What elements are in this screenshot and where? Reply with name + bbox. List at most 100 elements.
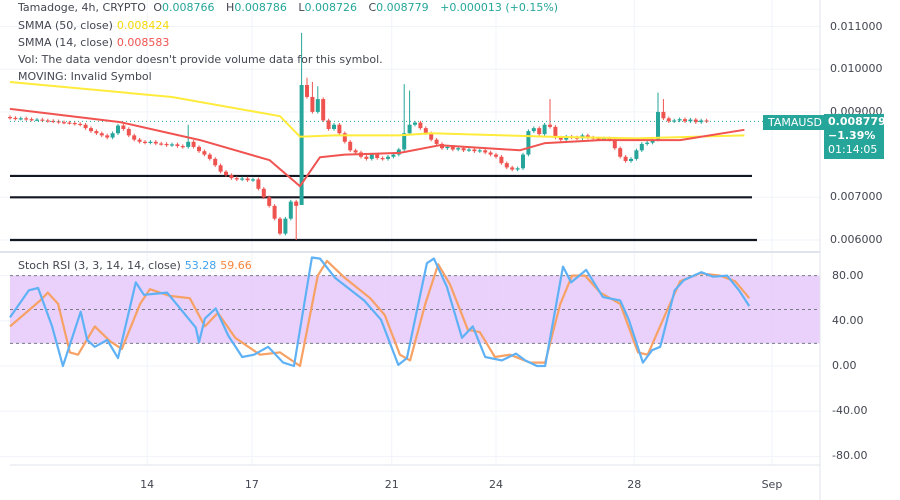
candle-up [407, 124, 412, 134]
candle-down [256, 179, 261, 189]
bar-countdown: 01:14:05 [828, 143, 878, 156]
candle-down [429, 133, 434, 140]
candle-down [45, 120, 50, 122]
candle-down [218, 165, 223, 172]
candle-down [488, 152, 493, 155]
candle-up [18, 118, 23, 120]
last-price-tag: 0.008779 −1.39% 01:14:05 [824, 114, 886, 159]
candle-up [656, 111, 660, 140]
candle-down [234, 178, 239, 180]
candle-down [418, 122, 423, 129]
price-tick: 0.010000 [830, 62, 883, 76]
candle-up [639, 143, 644, 151]
candle-down [267, 197, 272, 206]
low-value: 0.008726 [304, 1, 357, 14]
smma50-label: SMMA (50, close) [18, 19, 113, 32]
candle-up [564, 136, 569, 140]
candle-down [99, 133, 104, 136]
candle-down [8, 117, 12, 119]
price-tick: 0.006000 [830, 233, 883, 246]
stoch-k-line [9, 256, 751, 368]
stoch-d-value: 59.66 [220, 259, 252, 272]
candle-down [504, 163, 509, 168]
candle-down [229, 175, 234, 179]
symbol-title[interactable]: Tamadoge, 4h, CRYPTO [18, 1, 146, 14]
candle-down [272, 205, 277, 219]
candle-down [353, 150, 358, 153]
candle-down [13, 117, 18, 120]
candle-down [197, 146, 201, 152]
smma14-label: SMMA (14, close) [18, 36, 113, 49]
smma50-line [9, 81, 745, 140]
candle-up [602, 138, 606, 140]
candle-up [645, 142, 650, 144]
candle-down [83, 124, 88, 129]
candle-down [126, 128, 131, 136]
moving-legend[interactable]: MOVING: Invalid Symbol [18, 70, 152, 83]
smma50-value: 0.008424 [116, 19, 170, 32]
candle-up [456, 148, 461, 150]
date-tick: 24 [489, 478, 503, 491]
candle-down [213, 158, 218, 166]
vol-legend[interactable]: Vol: The data vendor doesn't provide vol… [18, 53, 383, 66]
smma14-legend[interactable]: SMMA (14, close) 0.008583 [18, 35, 173, 50]
candle-down [326, 120, 331, 129]
candle-up [634, 150, 639, 159]
candle-down [693, 119, 698, 123]
candle-down [191, 141, 196, 147]
candle-down [24, 118, 29, 120]
candle-up [688, 119, 693, 122]
candle-up [477, 150, 482, 152]
candle-down [261, 188, 266, 198]
candle-down [294, 201, 299, 206]
candle-down [375, 154, 380, 159]
candle-down [661, 111, 666, 119]
candle-up [542, 124, 547, 135]
candle-up [413, 122, 417, 125]
stoch-tick: -80.00 [832, 449, 868, 463]
stoch-k-value: 53.28 [184, 259, 217, 272]
candle-down [278, 218, 282, 234]
candle-down [29, 119, 34, 121]
ohlc-legend: Tamadoge, 4h, CRYPTO O0.008766 H0.008786… [18, 0, 562, 15]
candle-up [110, 133, 115, 138]
close-label: C [368, 1, 377, 14]
high-label: H [226, 1, 235, 14]
price-tick: 0.011000 [830, 19, 883, 33]
candle-down [380, 158, 385, 160]
candle-down [472, 149, 477, 152]
candle-down [164, 143, 169, 146]
stoch-tick: 40.00 [832, 313, 864, 327]
candle-down [612, 139, 617, 149]
candle-down [40, 119, 45, 121]
candle-up [332, 124, 336, 129]
stoch-legend[interactable]: Stoch RSI (3, 3, 14, 14, close) 53.28 59.6… [18, 258, 256, 273]
candle-down [207, 154, 212, 159]
candle-down [461, 148, 466, 151]
change-value: +0.000013 (+0.15%) [440, 1, 559, 14]
high-value: 0.008786 [234, 1, 287, 14]
close-value: 0.008779 [376, 1, 429, 14]
candle-up [531, 128, 536, 132]
candle-down [245, 178, 250, 181]
candle-down [342, 133, 347, 142]
last-change-pct: −1.39% [828, 129, 876, 142]
smma50-legend[interactable]: SMMA (50, close) 0.008424 [18, 18, 173, 33]
candle-down [434, 139, 439, 144]
low-label: L [298, 1, 305, 14]
stoch-tick: 0.00 [832, 359, 857, 372]
candle-down [596, 138, 601, 140]
date-tick: 17 [244, 478, 259, 491]
candle-down [67, 122, 72, 124]
candle-up [240, 178, 245, 180]
symbol-price-tag: TAMAUSD [763, 115, 827, 130]
candle-up [629, 158, 633, 162]
candle-down [423, 128, 428, 134]
candle-up [170, 144, 174, 146]
candle-up [148, 141, 153, 143]
candle-down [72, 123, 77, 125]
candle-up [521, 154, 525, 169]
candle-down [558, 137, 563, 140]
candle-down [618, 148, 623, 157]
